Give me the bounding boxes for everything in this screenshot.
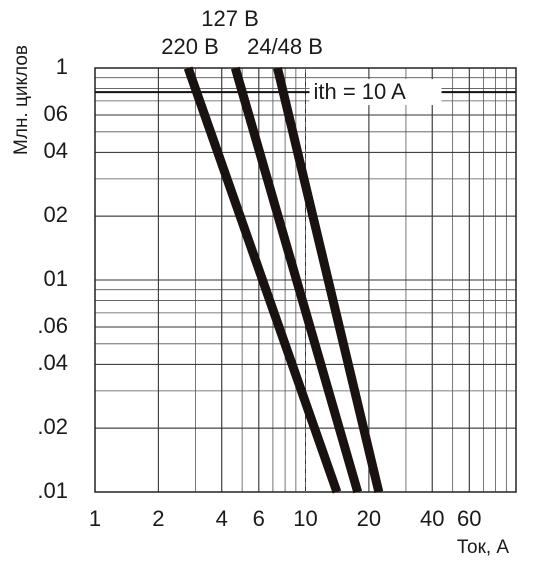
y-tick-label: .06 bbox=[37, 313, 68, 338]
y-tick-label: .01 bbox=[37, 478, 68, 503]
y-tick-label: 04 bbox=[44, 138, 68, 163]
x-tick-label: 60 bbox=[457, 506, 481, 531]
y-tick-label: 02 bbox=[44, 202, 68, 227]
x-axis-title: Ток, А bbox=[457, 537, 510, 558]
x-tick-label: 20 bbox=[357, 506, 381, 531]
annotation: ith = 10 A bbox=[314, 79, 407, 104]
x-tick-label: 4 bbox=[216, 506, 228, 531]
x-tick-label: 10 bbox=[293, 506, 317, 531]
y-tick-label: 1 bbox=[56, 54, 68, 79]
series-label: 24/48 В bbox=[247, 34, 323, 59]
y-tick-label: .02 bbox=[37, 414, 68, 439]
y-tick-label: .04 bbox=[37, 350, 68, 375]
x-tick-label: 1 bbox=[89, 506, 101, 531]
label-bg bbox=[309, 79, 442, 106]
curve bbox=[230, 66, 363, 494]
x-tick-label: 40 bbox=[420, 506, 444, 531]
y-axis-title: Млн. циклов bbox=[11, 45, 32, 155]
y-tick-label: 06 bbox=[44, 101, 68, 126]
x-tick-label: 2 bbox=[152, 506, 164, 531]
curve bbox=[273, 66, 384, 494]
series-label: 220 В bbox=[161, 34, 219, 59]
series-label: 127 В bbox=[201, 6, 259, 31]
x-tick-label: 6 bbox=[253, 506, 265, 531]
y-tick-label: 01 bbox=[44, 266, 68, 291]
curve bbox=[183, 66, 342, 494]
